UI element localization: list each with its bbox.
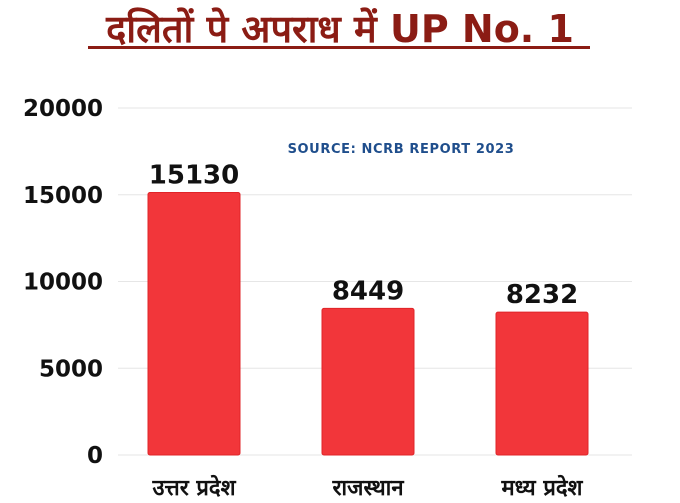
y-tick-label: 15000 (23, 183, 103, 209)
data-label: 8449 (332, 276, 404, 306)
x-category-label: राजस्थान (331, 476, 404, 501)
x-category-label: मध्य प्रदेश (500, 474, 583, 501)
y-tick-label: 0 (87, 443, 103, 469)
data-label: 15130 (149, 160, 239, 190)
y-tick-label: 10000 (23, 270, 103, 296)
bar (321, 307, 415, 456)
y-tick-label: 5000 (39, 356, 103, 382)
bar (147, 191, 241, 456)
source-note: SOURCE: NCRB REPORT 2023 (287, 142, 515, 157)
data-label: 8232 (506, 280, 578, 310)
y-tick-label: 20000 (23, 96, 103, 122)
x-category-label: उत्तर प्रदेश (151, 474, 236, 501)
x-axis-categories: उत्तर प्रदेश राजस्थान मध्य प्रदेश (151, 474, 583, 501)
bar (495, 311, 589, 456)
bars (147, 191, 589, 456)
data-labels: 15130 8449 8232 (149, 160, 578, 310)
chart-title: दलितों पे अपराध में UP No. 1 (106, 7, 574, 51)
title-underline (88, 46, 590, 49)
y-axis-ticks: 0 5000 10000 15000 20000 (23, 96, 103, 469)
